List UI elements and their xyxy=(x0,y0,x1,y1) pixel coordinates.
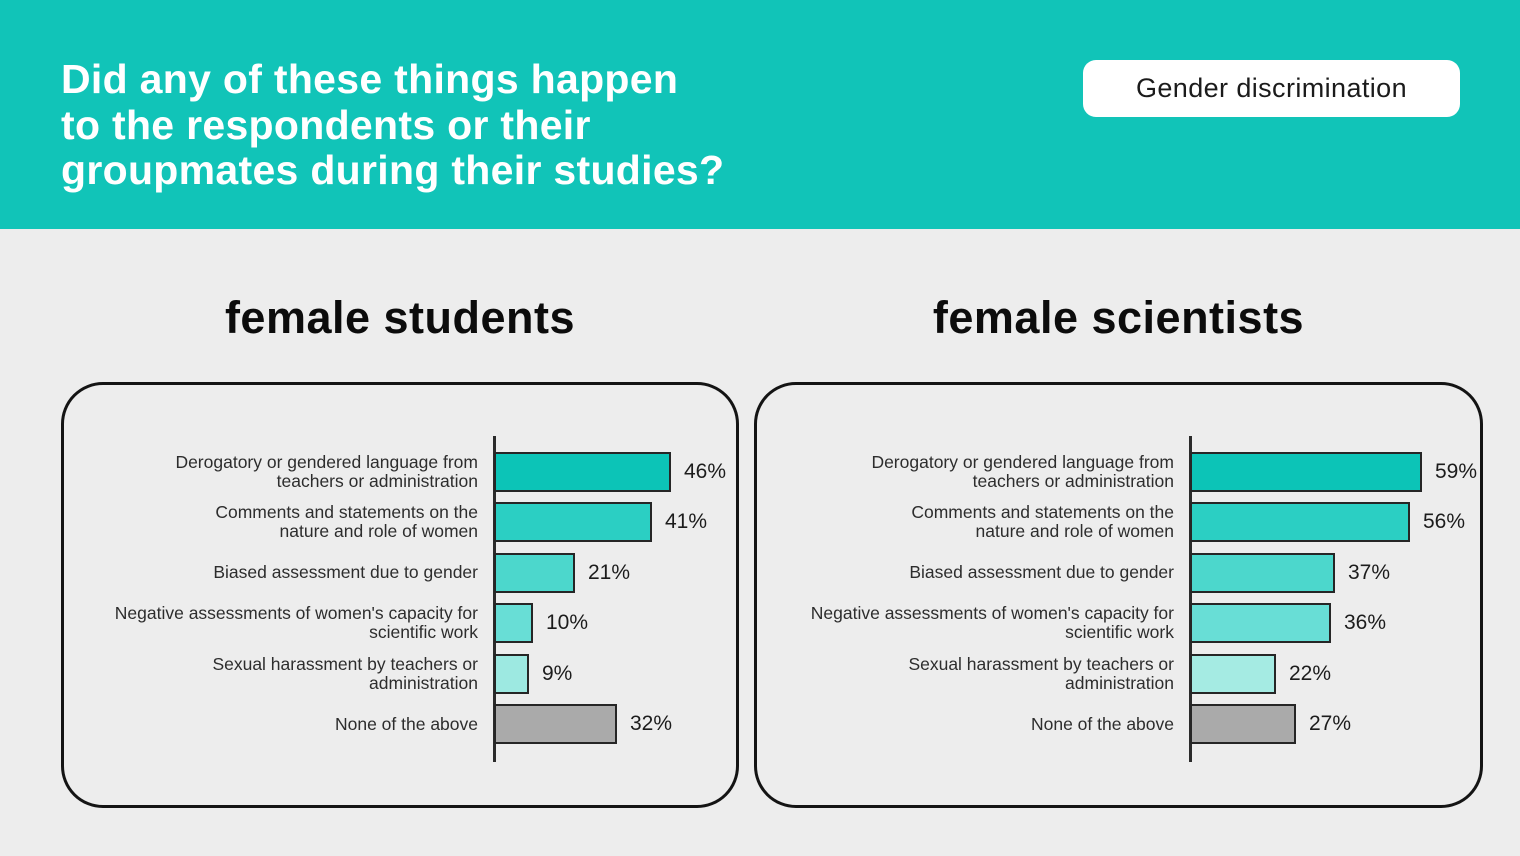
title-line-2: to the respondents or their xyxy=(61,101,591,148)
category-label: Negative assessments of women's capacity… xyxy=(114,603,478,643)
bar xyxy=(494,653,529,694)
y-axis-line xyxy=(493,436,496,762)
category-label: Negative assessments of women's capacity… xyxy=(810,603,1174,643)
category-label: Biased assessment due to gender xyxy=(909,562,1174,583)
chart-card-female-scientists: Derogatory or gendered language from tea… xyxy=(754,382,1483,808)
value-label: 41% xyxy=(665,510,708,534)
bar-chart-female-students: Derogatory or gendered language from tea… xyxy=(64,385,736,805)
value-label: 22% xyxy=(1289,661,1332,685)
chart-card-female-students: Derogatory or gendered language from tea… xyxy=(61,382,739,808)
category-label: None of the above xyxy=(334,713,478,734)
bar xyxy=(494,452,671,492)
value-label: 32% xyxy=(630,712,673,735)
value-label: 27% xyxy=(1309,712,1352,735)
category-label: Derogatory or gendered language from tea… xyxy=(175,452,478,491)
value-label: 36% xyxy=(1344,611,1387,635)
category-label: Sexual harassment by teachers or adminis… xyxy=(212,653,478,693)
chart-title-female-students: female students xyxy=(224,292,576,343)
value-label: 9% xyxy=(542,661,573,685)
value-label: 37% xyxy=(1348,560,1391,584)
y-axis-line xyxy=(1189,436,1192,762)
header-banner: Did any of these things happen to the re… xyxy=(0,0,1520,229)
bar xyxy=(1190,603,1331,644)
category-label: Comments and statements on the nature an… xyxy=(911,502,1174,542)
category-label: None of the above xyxy=(1030,713,1174,734)
bar xyxy=(1190,653,1276,694)
value-label: 10% xyxy=(546,611,589,635)
title-line-3: groupmates during their studies? xyxy=(61,147,725,193)
value-label: 59% xyxy=(1435,460,1478,483)
category-badge: Gender discrimination xyxy=(1083,60,1460,117)
category-label: Sexual harassment by teachers or adminis… xyxy=(908,653,1174,693)
category-label: Biased assessment due to gender xyxy=(213,562,478,583)
value-label: 46% xyxy=(684,460,727,483)
page-title: Did any of these things happen to the re… xyxy=(61,56,725,194)
bar xyxy=(1190,552,1335,593)
value-label: 21% xyxy=(588,560,631,584)
bar xyxy=(1190,452,1422,492)
bar xyxy=(494,552,575,593)
bar xyxy=(494,704,617,744)
category-label: Derogatory or gendered language from tea… xyxy=(871,452,1174,491)
chart-title-female-scientists: female scientists xyxy=(932,292,1305,343)
category-label: Comments and statements on the nature an… xyxy=(215,502,478,542)
bar xyxy=(494,502,652,543)
value-label: 56% xyxy=(1423,510,1466,534)
bar xyxy=(494,603,533,644)
bar-chart-female-scientists: Derogatory or gendered language from tea… xyxy=(757,385,1480,805)
title-line-1: Did any of these things happen xyxy=(61,56,679,102)
bar xyxy=(1190,704,1296,744)
bar xyxy=(1190,502,1410,543)
